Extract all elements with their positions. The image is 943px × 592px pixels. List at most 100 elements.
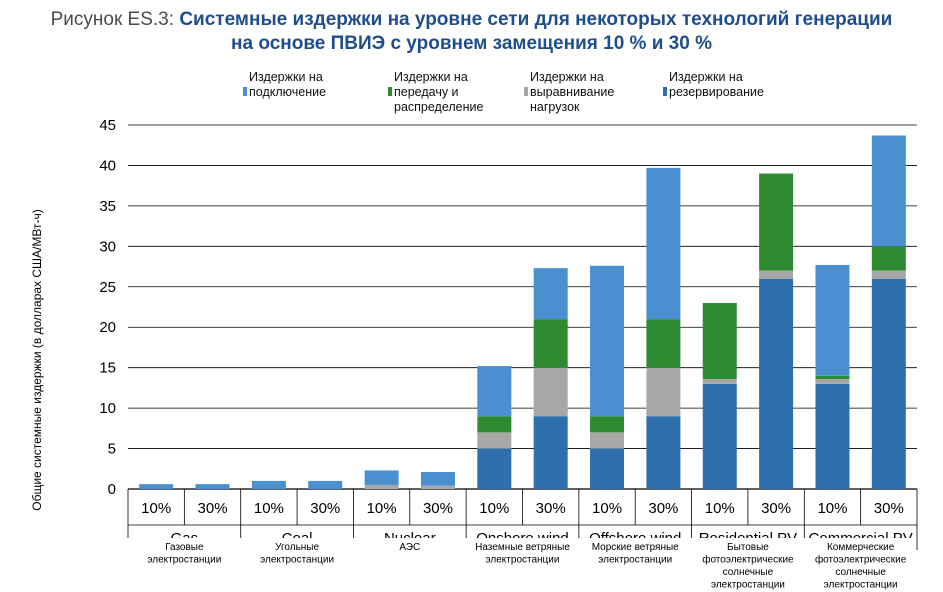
x-tick-label: 30% bbox=[536, 500, 566, 517]
y-tick-label: 35 bbox=[99, 198, 116, 215]
group-sublabel-background bbox=[122, 538, 247, 570]
group-sublabel-background bbox=[573, 538, 698, 570]
x-tick-label: 30% bbox=[310, 500, 340, 517]
title-line-1: Системные издержки на уровне сети для не… bbox=[179, 9, 893, 30]
legend-text: Издержки на bbox=[669, 70, 743, 84]
group-sublabel: электростанции bbox=[260, 555, 334, 566]
bar-segment-1 bbox=[590, 448, 625, 489]
group-sublabel: Наземные ветряные bbox=[475, 542, 570, 553]
bar-segment-4 bbox=[533, 268, 568, 320]
bar-segment-4 bbox=[308, 480, 343, 489]
legend-item: Издержки на резервирование bbox=[663, 70, 764, 100]
y-tick-label: 10 bbox=[99, 400, 116, 417]
bar-segment-2 bbox=[590, 432, 625, 449]
group-sublabel-background bbox=[347, 538, 472, 556]
x-tick-label: 10% bbox=[367, 500, 397, 517]
x-tick-label: 30% bbox=[761, 500, 791, 517]
bar-segment-3 bbox=[815, 375, 850, 379]
x-tick-label: 30% bbox=[198, 500, 228, 517]
x-tick-label: 30% bbox=[423, 500, 453, 517]
group-sublabel-background bbox=[798, 538, 923, 592]
group-sublabel: Газовые bbox=[165, 542, 204, 553]
bar-segment-4 bbox=[420, 472, 455, 486]
bar-segment-1 bbox=[815, 383, 850, 489]
bar-segment-1 bbox=[759, 278, 794, 489]
bar-segment-4 bbox=[871, 135, 906, 247]
legend-item: Издержки на передачу и распределение bbox=[388, 70, 483, 115]
bar-segment-3 bbox=[871, 246, 906, 271]
group-sublabel: Морские ветряные bbox=[592, 542, 679, 553]
bar-segment-1 bbox=[702, 383, 737, 489]
y-tick-label: 25 bbox=[99, 279, 116, 296]
bar-segment-4 bbox=[590, 265, 625, 417]
group-sublabel-background bbox=[235, 538, 360, 570]
legend-swatch bbox=[663, 87, 667, 96]
bar-segment-1 bbox=[477, 448, 512, 489]
bar-segment-2 bbox=[702, 378, 737, 384]
group-sublabel: Угольные bbox=[275, 542, 319, 553]
bar-segment-1 bbox=[533, 416, 568, 489]
bar-segment-2 bbox=[815, 378, 850, 384]
bar-segment-4 bbox=[646, 167, 681, 320]
x-tick-label: 10% bbox=[254, 500, 284, 517]
group-sublabel: солнечные bbox=[723, 567, 774, 578]
legend-item: Издержки на выравнивание нагрузок bbox=[524, 70, 614, 115]
bar-segment-2 bbox=[364, 484, 399, 489]
bar-segment-3 bbox=[759, 173, 794, 271]
group-sublabel: фотоэлектрические bbox=[815, 554, 907, 566]
bar-segment-4 bbox=[364, 470, 399, 485]
group-sublabel: фотоэлектрические bbox=[702, 554, 794, 566]
bar-segment-3 bbox=[702, 302, 737, 379]
group-sublabel: электростанции bbox=[711, 580, 785, 591]
bar-segment-2 bbox=[871, 270, 906, 279]
bar-segment-3 bbox=[533, 319, 568, 368]
chart-title: Рисунок ES.3: Системные издержки на уров… bbox=[0, 8, 943, 56]
bar-segment-2 bbox=[759, 270, 794, 279]
legend-text: Издержки на bbox=[530, 70, 604, 84]
x-tick-label: 10% bbox=[141, 500, 171, 517]
legend-item: Издержки на подключение bbox=[243, 70, 326, 100]
x-tick-label: 30% bbox=[874, 500, 904, 517]
bar-segment-4 bbox=[251, 480, 286, 489]
group-sublabel: электростанции bbox=[598, 555, 672, 566]
title-line-2: на основе ПВИЭ с уровнем замещения 10 % … bbox=[231, 33, 712, 54]
group-sublabel: электростанции bbox=[147, 555, 221, 566]
y-tick-label: 0 bbox=[108, 481, 116, 498]
y-tick-label: 20 bbox=[99, 319, 116, 336]
legend-text: Издержки на bbox=[249, 70, 323, 84]
legend-text: подключение bbox=[243, 85, 326, 100]
y-tick-label: 30 bbox=[99, 238, 116, 255]
bar-segment-2 bbox=[477, 432, 512, 449]
y-tick-label: 40 bbox=[99, 157, 116, 174]
bar-segment-3 bbox=[590, 416, 625, 433]
x-tick-label: 10% bbox=[705, 500, 735, 517]
group-sublabel-background bbox=[460, 538, 585, 570]
bar-segment-4 bbox=[139, 484, 174, 489]
x-tick-label: 30% bbox=[648, 500, 678, 517]
legend-text: выравнивание bbox=[524, 85, 614, 100]
group-sublabel: АЭС bbox=[399, 542, 420, 553]
legend-swatch bbox=[243, 87, 247, 96]
legend-text: Издержки на bbox=[394, 70, 468, 84]
bar-segment-2 bbox=[533, 367, 568, 417]
group-sublabel-background bbox=[685, 538, 810, 592]
legend-swatch bbox=[524, 87, 528, 96]
y-tick-label: 45 bbox=[99, 117, 116, 134]
bar-segment-2 bbox=[646, 367, 681, 417]
group-sublabel: Коммерческие bbox=[827, 542, 895, 553]
x-tick-label: 10% bbox=[817, 500, 847, 517]
legend-text: резервирование bbox=[663, 85, 764, 100]
bar-segment-3 bbox=[477, 416, 512, 433]
legend-swatch bbox=[388, 87, 392, 96]
y-axis-label: Общие системные издержки (в долларах США… bbox=[30, 209, 44, 510]
x-tick-label: 10% bbox=[479, 500, 509, 517]
group-sublabel: солнечные bbox=[835, 567, 886, 578]
legend-text: распределение bbox=[394, 100, 484, 114]
figure-label: Рисунок ES.3: bbox=[50, 9, 175, 30]
group-sublabel: Бытовые bbox=[727, 542, 769, 553]
y-tick-label: 15 bbox=[99, 360, 116, 377]
bar-segment-4 bbox=[195, 484, 230, 489]
bar-segment-1 bbox=[646, 416, 681, 489]
x-tick-label: 10% bbox=[592, 500, 622, 517]
bar-segment-1 bbox=[871, 278, 906, 489]
